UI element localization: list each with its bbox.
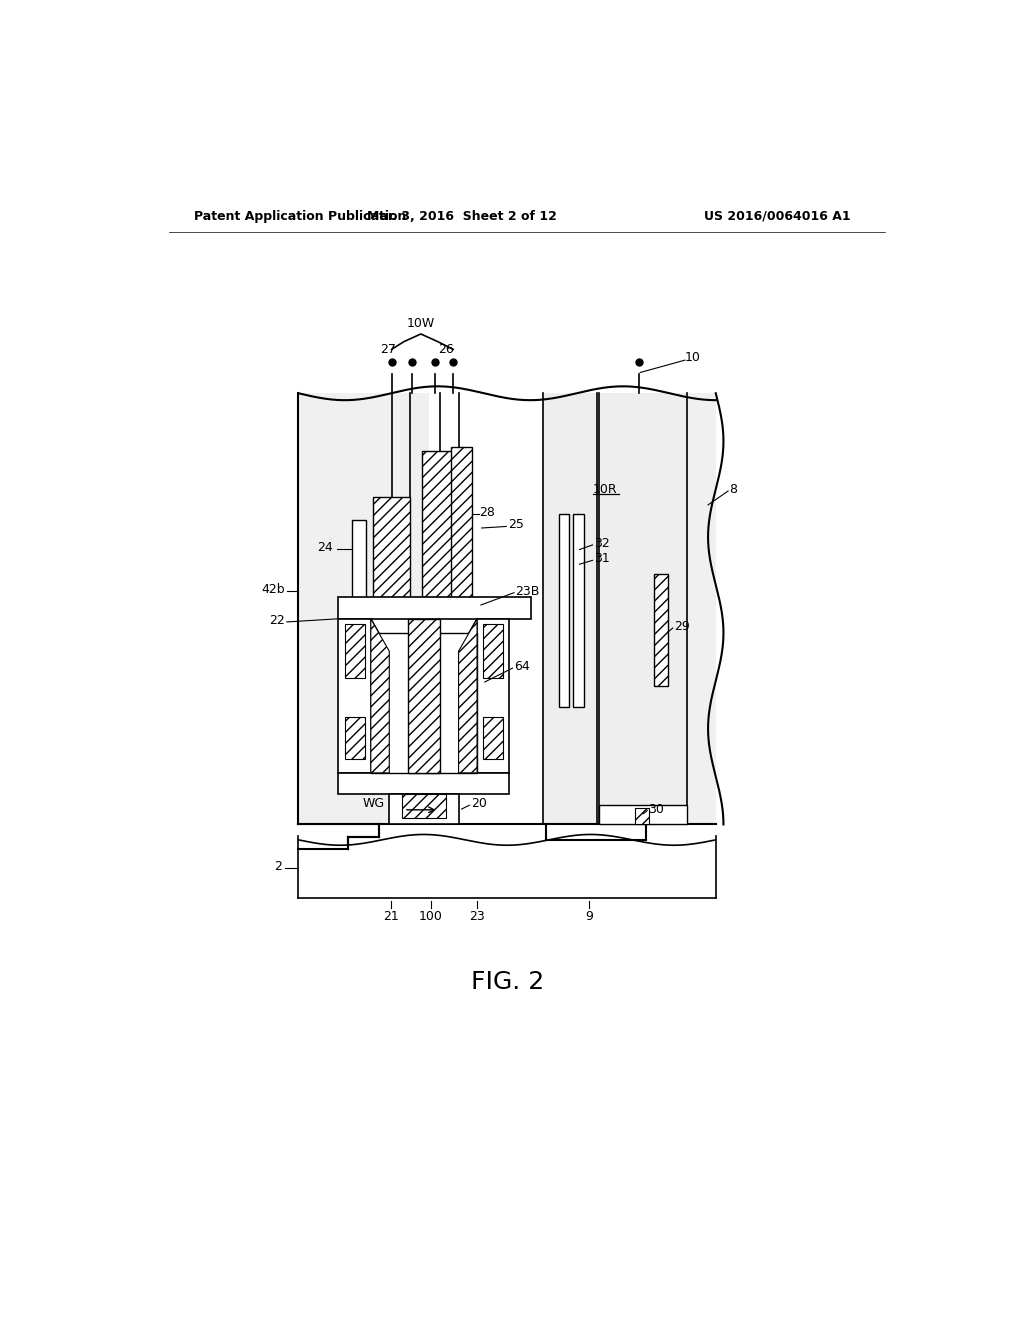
Text: 64: 64 — [514, 660, 529, 673]
Text: 26: 26 — [438, 343, 454, 356]
Bar — [298, 825, 379, 849]
Text: 30: 30 — [648, 803, 664, 816]
Text: 24: 24 — [317, 541, 333, 554]
Text: 2: 2 — [274, 861, 283, 874]
Text: 25: 25 — [508, 517, 523, 531]
Bar — [599, 393, 687, 825]
Text: WG: WG — [362, 797, 385, 810]
Text: 8: 8 — [730, 483, 737, 496]
Text: 9: 9 — [585, 911, 593, 924]
Bar — [654, 574, 668, 686]
Text: 20: 20 — [471, 797, 486, 810]
Text: 10: 10 — [685, 351, 700, 363]
Bar — [451, 447, 472, 655]
Bar — [547, 825, 646, 840]
Text: 10R: 10R — [593, 483, 617, 496]
Text: 23: 23 — [469, 911, 485, 924]
Bar — [573, 515, 584, 706]
Bar — [345, 717, 365, 759]
Text: 31: 31 — [594, 552, 610, 565]
Text: 100: 100 — [419, 911, 442, 924]
Bar — [408, 619, 440, 774]
Bar — [389, 795, 459, 825]
Text: 29: 29 — [674, 620, 690, 634]
Text: 21: 21 — [383, 911, 398, 924]
Bar — [339, 597, 531, 619]
Text: 22: 22 — [269, 614, 285, 627]
Bar — [345, 624, 365, 678]
Bar — [298, 837, 348, 849]
Bar — [371, 632, 477, 774]
Bar — [339, 774, 509, 795]
Polygon shape — [459, 619, 477, 774]
Bar — [483, 717, 503, 759]
Bar — [298, 393, 429, 825]
Bar — [483, 624, 503, 678]
Bar — [599, 805, 687, 825]
Text: 23B: 23B — [515, 585, 540, 598]
Polygon shape — [371, 597, 389, 774]
Bar — [339, 619, 371, 774]
Text: 10W: 10W — [407, 317, 435, 330]
Bar — [373, 498, 410, 651]
Text: US 2016/0064016 A1: US 2016/0064016 A1 — [705, 210, 851, 223]
Text: FIG. 2: FIG. 2 — [471, 970, 545, 994]
Text: Patent Application Publication: Patent Application Publication — [194, 210, 407, 223]
Bar — [401, 795, 446, 817]
Text: 27: 27 — [381, 343, 396, 356]
Bar — [477, 619, 509, 774]
Bar — [559, 515, 569, 706]
Text: Mar. 3, 2016  Sheet 2 of 12: Mar. 3, 2016 Sheet 2 of 12 — [367, 210, 557, 223]
Text: 42b: 42b — [261, 583, 285, 597]
Bar — [544, 393, 716, 825]
Bar — [544, 393, 597, 825]
Polygon shape — [371, 619, 389, 774]
Bar — [422, 451, 459, 651]
Text: 32: 32 — [594, 537, 610, 550]
Text: 28: 28 — [479, 506, 496, 519]
Bar — [635, 808, 649, 825]
Bar — [352, 520, 367, 609]
Polygon shape — [459, 597, 477, 774]
Bar — [371, 619, 477, 774]
